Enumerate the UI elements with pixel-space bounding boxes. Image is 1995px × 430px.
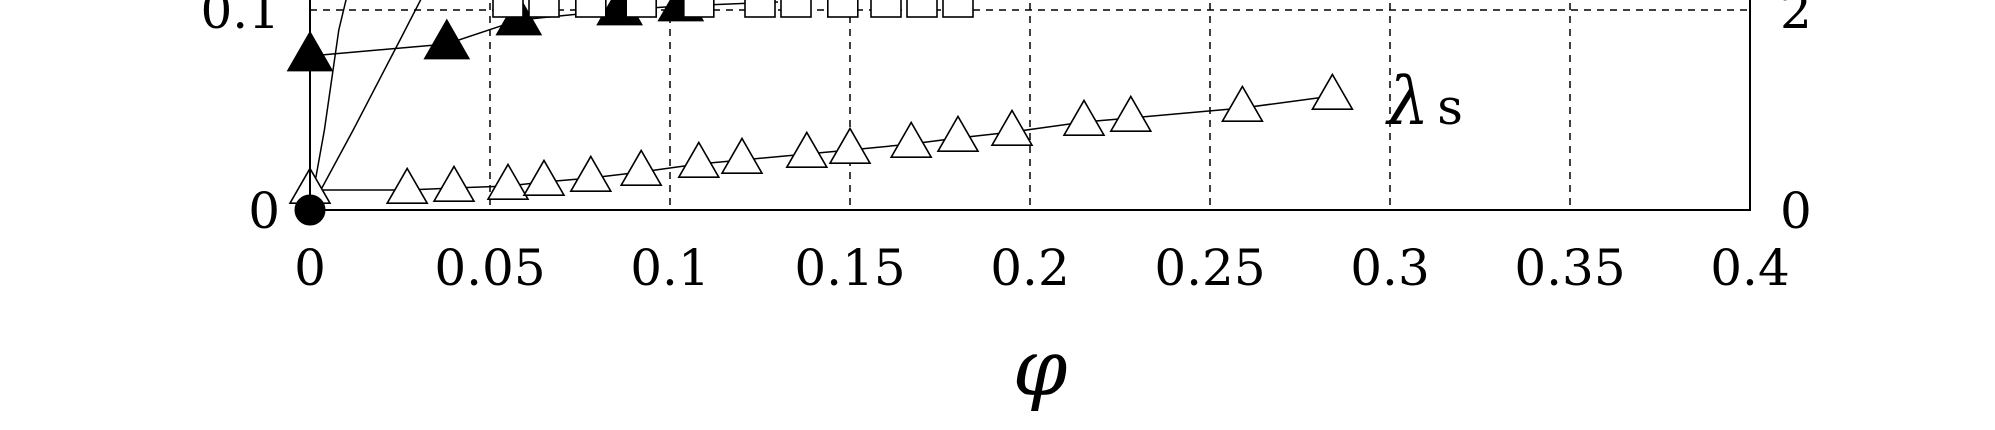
- marker-open-triangle: [828, 126, 872, 165]
- marker-open-square: [826, 0, 859, 18]
- x-tick-label: 0.05: [434, 239, 545, 297]
- marker-open-square: [942, 0, 974, 18]
- marker-open-triangle: [936, 114, 980, 153]
- marker-open-triangle: [1062, 98, 1106, 137]
- y-right-tick-label: 2: [1780, 0, 1812, 40]
- marker-open-square: [625, 0, 658, 18]
- x-tick-label: 0: [294, 239, 326, 297]
- marker-open-square: [574, 0, 607, 18]
- plot-frame: [309, 0, 1751, 211]
- marker-open-square: [528, 0, 560, 18]
- marker-open-triangle: [522, 158, 566, 197]
- y-right-tick-labels: 02: [1780, 0, 1812, 240]
- marker-open-triangle: [1109, 94, 1153, 133]
- marker-open-triangle: [677, 140, 721, 179]
- marker-open-square: [492, 0, 524, 18]
- x-tick-label: 0.1: [630, 239, 710, 297]
- marker-open-triangle: [619, 148, 663, 187]
- curve-lambda-s: [310, 95, 1333, 191]
- marker-open-triangle: [720, 136, 764, 175]
- marker-filled-triangle: [423, 18, 471, 60]
- x-tick-label: 0.3: [1350, 239, 1430, 297]
- marker-open-triangle: [889, 120, 933, 159]
- marker-open-square: [682, 0, 715, 18]
- curve-steep-2: [309, 0, 422, 211]
- marker-open-triangle: [1311, 72, 1354, 111]
- marker-open-triangle: [432, 164, 476, 203]
- marker-open-triangle: [785, 130, 829, 169]
- y-left-tick-label: 0.1: [200, 0, 280, 40]
- marker-open-square: [780, 0, 812, 18]
- marker-open-triangle: [1221, 84, 1264, 123]
- x-tick-label: 0.2: [990, 239, 1070, 297]
- y-left-tick-labels: 00.1: [200, 0, 280, 240]
- x-tick-label: 0.35: [1514, 239, 1625, 297]
- marker-open-triangle: [486, 162, 530, 201]
- marker-open-triangle: [385, 166, 429, 205]
- marker-open-square: [906, 0, 938, 18]
- series-label-main: λ: [1384, 63, 1429, 140]
- marker-open-triangle: [990, 108, 1034, 147]
- marker-open-square: [744, 0, 776, 18]
- fit-curves: [309, 0, 1333, 211]
- series-label-sub: s: [1437, 78, 1463, 136]
- y-left-tick-label: 0: [248, 182, 280, 240]
- x-axis-title: φ: [1013, 324, 1068, 414]
- y-right-tick-label: 0: [1780, 182, 1812, 240]
- marker-open-triangle: [569, 154, 613, 193]
- curve-steep-1: [309, 0, 347, 211]
- x-tick-label: 0.4: [1710, 239, 1790, 297]
- x-tick-label: 0.15: [794, 239, 905, 297]
- x-tick-label: 0.25: [1154, 239, 1265, 297]
- data-markers: [286, 0, 1354, 226]
- x-tick-labels: 0 0.05 0.1 0.15 0.2 0.25 0.3 0.35 0.4: [294, 239, 1790, 297]
- marker-open-square: [870, 0, 902, 18]
